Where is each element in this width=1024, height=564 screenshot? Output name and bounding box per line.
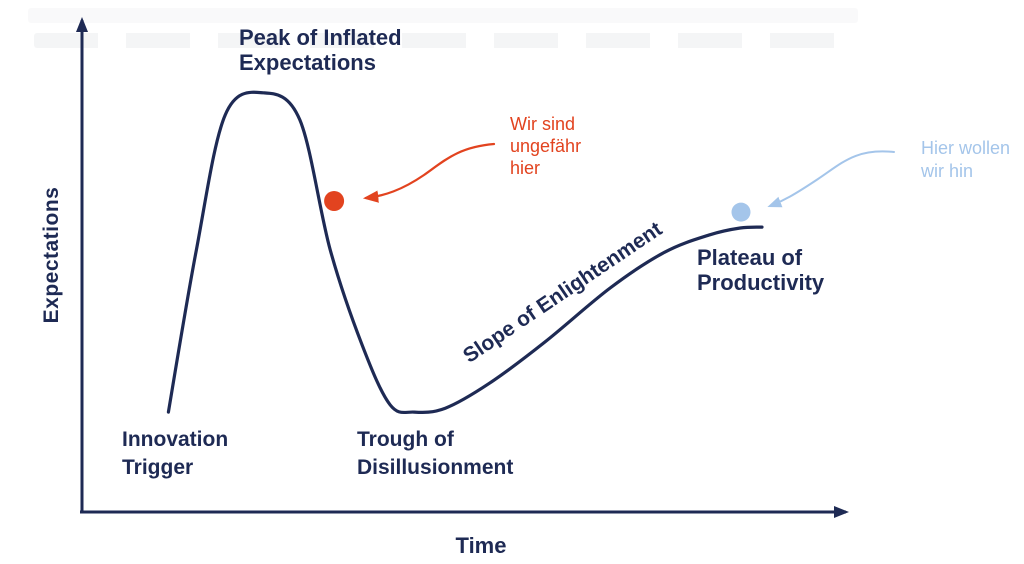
y-axis-label: Expectations [40,186,63,324]
trough-label: Trough of Disillusionment [357,428,514,479]
target-position-arrow [767,150,895,208]
hype-curve [166,90,764,415]
target-annotation-text: Hier wollen wir hin [921,138,1011,181]
target-position-dot [731,202,751,222]
plateau-label: Plateau of Productivity [697,245,825,295]
current-position-dot [324,191,345,211]
current-annotation-text: Wir sind ungefähr hier [510,114,582,178]
current-position-arrow [362,142,496,203]
peak-label: Peak of Inflated Expectations [239,25,402,75]
x-axis-label: Time [455,533,507,558]
innovation-trigger-label: Innovation Trigger [122,428,229,479]
